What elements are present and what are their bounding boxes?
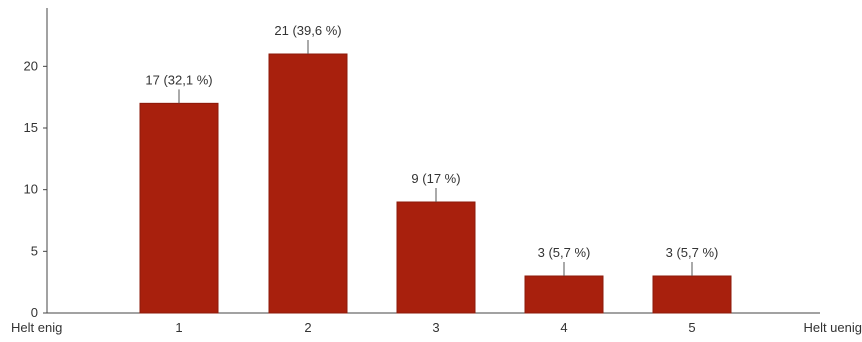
x-axis-left-end-label: Helt enig <box>11 320 62 335</box>
bar <box>396 201 476 314</box>
data-label: 21 (39,6 %) <box>274 23 341 38</box>
x-axis-tick-labels: 1 2 3 4 5 <box>175 320 695 335</box>
y-tick-label: 20 <box>24 58 38 73</box>
data-label: 3 (5,7 %) <box>538 245 591 260</box>
y-axis-ticks: 0 5 10 15 20 <box>24 58 47 320</box>
bar <box>524 275 604 314</box>
x-tick-label: 4 <box>560 320 567 335</box>
bar <box>652 275 732 314</box>
x-tick-label: 1 <box>175 320 182 335</box>
data-label: 3 (5,7 %) <box>666 245 719 260</box>
y-tick-label: 5 <box>31 243 38 258</box>
y-tick-label: 10 <box>24 182 38 197</box>
data-label: 9 (17 %) <box>411 171 460 186</box>
bar <box>139 102 219 314</box>
y-tick-label: 15 <box>24 120 38 135</box>
x-tick-label: 5 <box>688 320 695 335</box>
y-tick-label: 0 <box>31 305 38 320</box>
x-tick-label: 2 <box>304 320 311 335</box>
x-tick-label: 3 <box>432 320 439 335</box>
bar <box>268 53 348 314</box>
x-axis-right-end-label: Helt uenig <box>803 320 862 335</box>
bars-group: 17 (32,1 %) 21 (39,6 %) 9 (17 %) 3 (5,7 %) 3… <box>139 23 732 314</box>
data-label: 17 (32,1 %) <box>145 72 212 87</box>
